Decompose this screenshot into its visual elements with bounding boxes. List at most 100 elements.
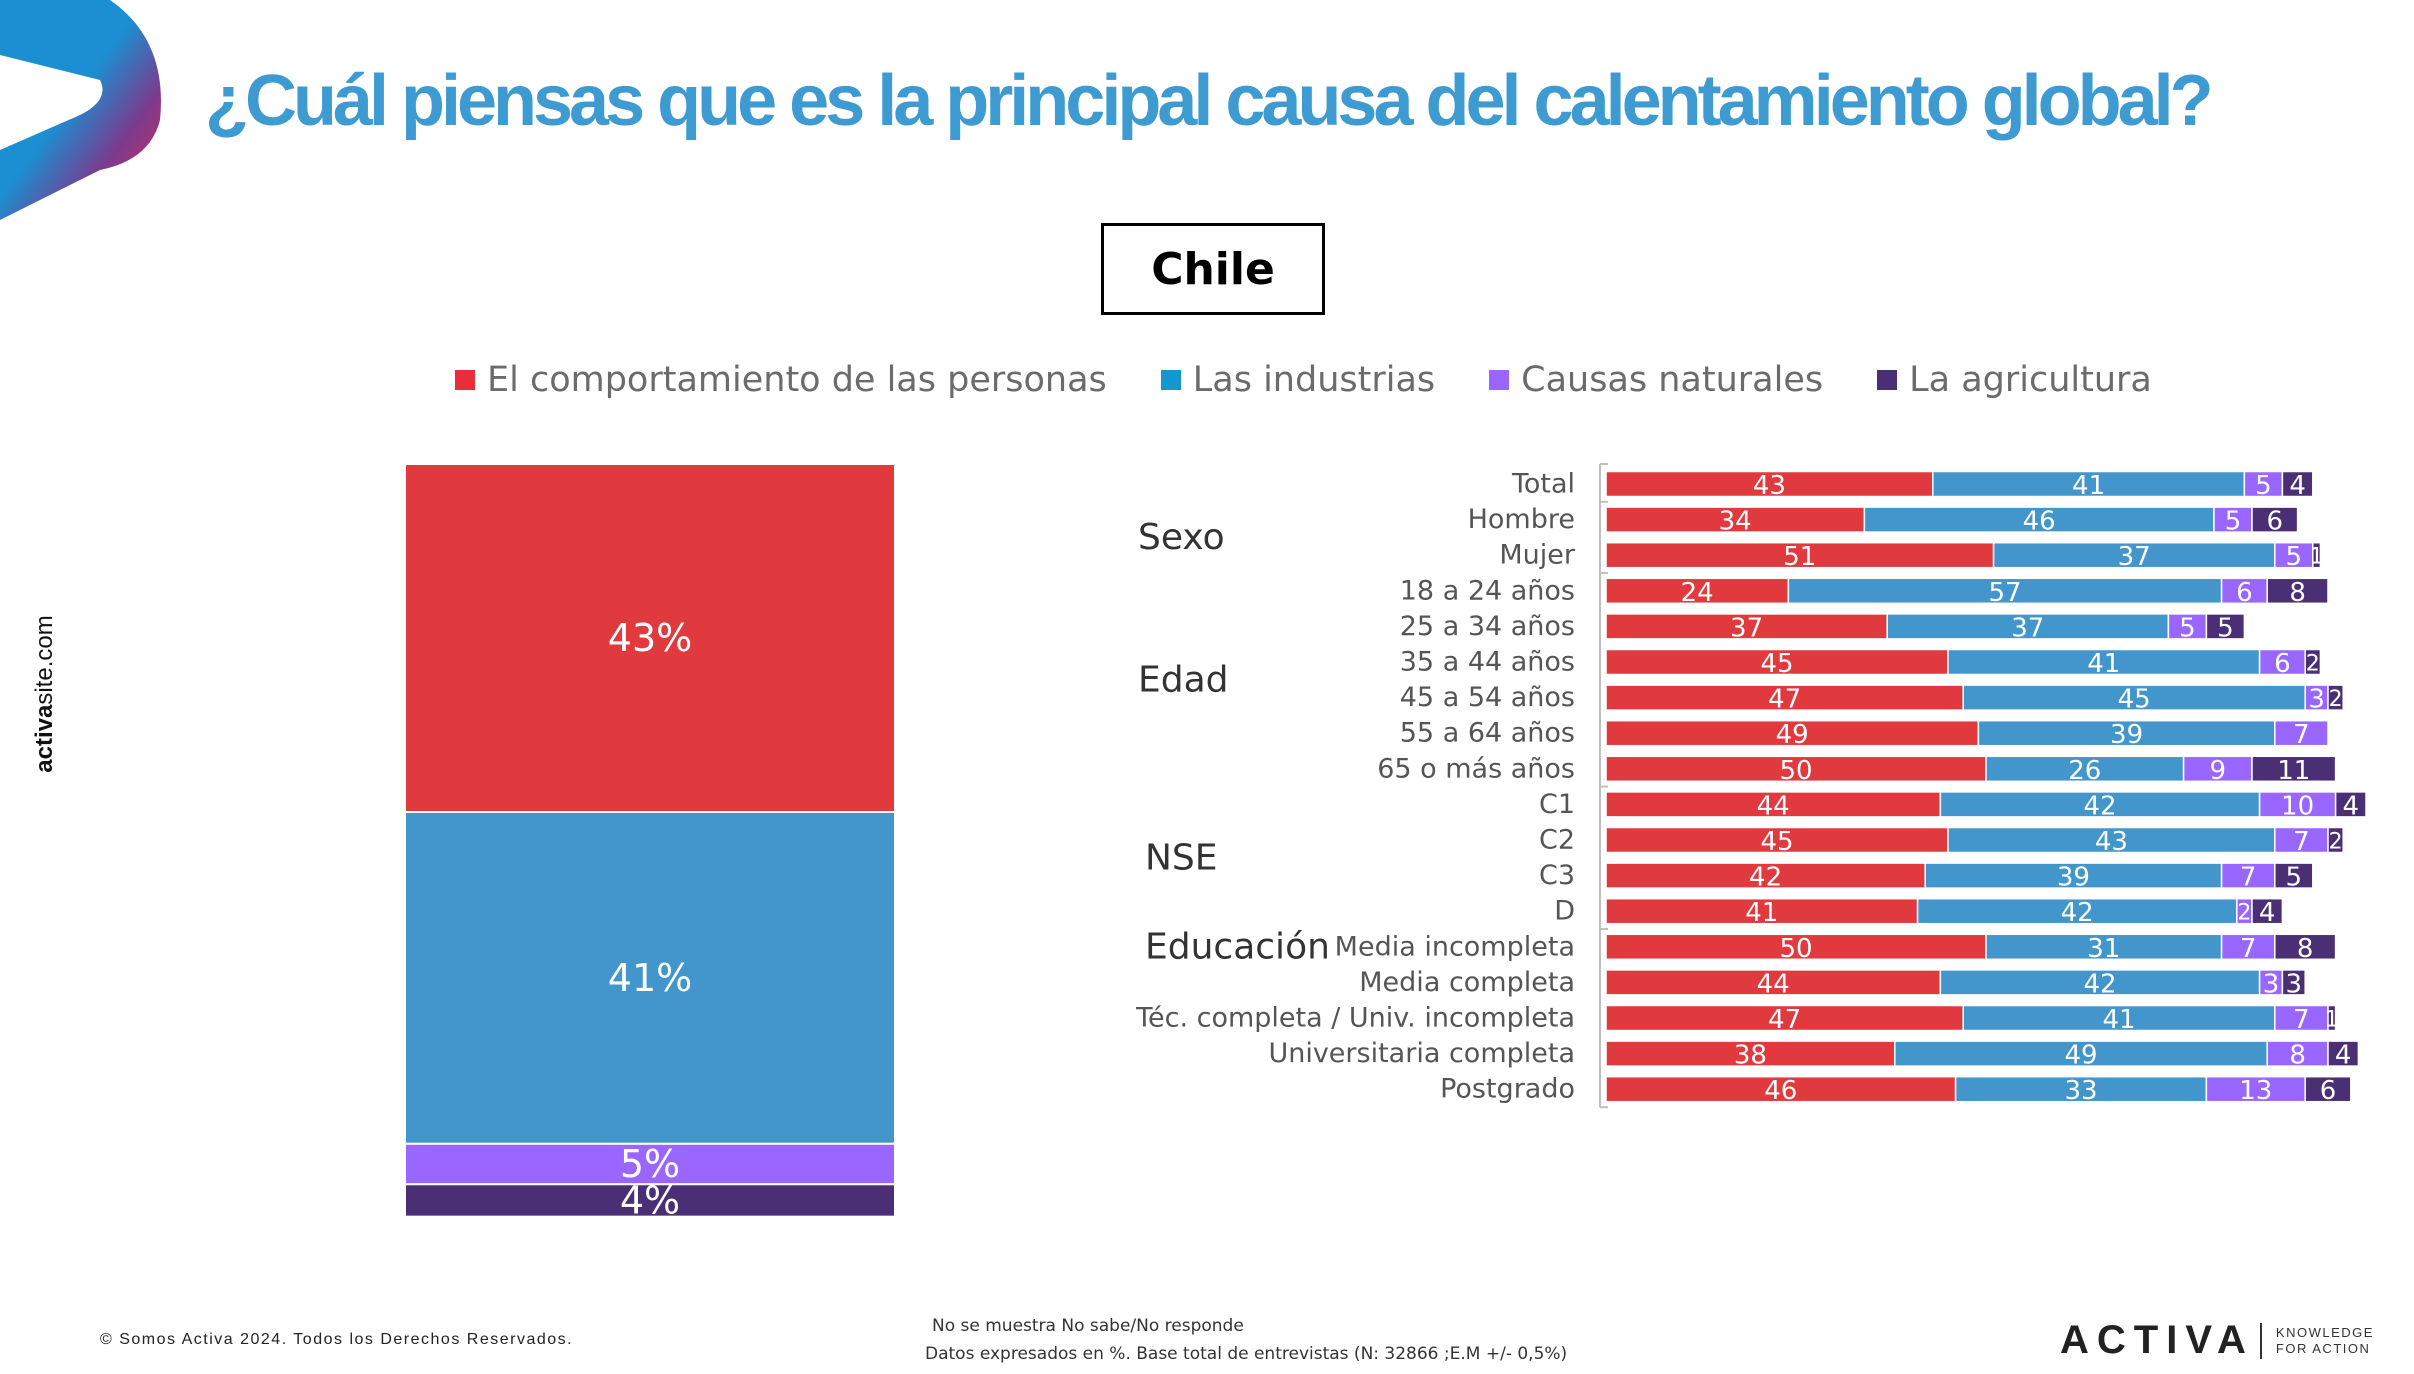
bar-data-label: 5 bbox=[2255, 471, 2272, 501]
row-label: Mujer bbox=[1499, 540, 1576, 571]
legend-item: Causas naturales bbox=[1489, 360, 1823, 400]
bar-data-label: 26 bbox=[2068, 756, 2101, 786]
brand-divider bbox=[2259, 1322, 2262, 1359]
bar-data-label: 8 bbox=[2289, 1041, 2306, 1071]
bar-segment bbox=[2327, 1040, 2360, 1067]
bar-data-label: 50 bbox=[1779, 756, 1812, 786]
bar-data-label: 41 bbox=[2072, 471, 2105, 501]
bar-segment bbox=[2274, 862, 2314, 889]
row-label: 35 a 44 años bbox=[1400, 647, 1575, 678]
bar-segment bbox=[1954, 1075, 2208, 1103]
row-label: Media incompleta bbox=[1335, 931, 1575, 962]
bar-segment bbox=[2304, 648, 2322, 676]
bar-segment bbox=[1977, 719, 2276, 747]
bar-data-label: 41 bbox=[1745, 898, 1778, 928]
row-label: C2 bbox=[1539, 825, 1575, 856]
bar-data-label: 5 bbox=[2286, 863, 2303, 893]
bar-data-label: 4 bbox=[2289, 471, 2306, 501]
bar-segment bbox=[2266, 1040, 2329, 1067]
bar-data-label: 11 bbox=[2277, 756, 2310, 786]
bar-data-label: 41 bbox=[2102, 1005, 2135, 1035]
group-label: Sexo bbox=[1138, 517, 1225, 558]
footnote-line-2: Datos expresados en %. Base total de ent… bbox=[925, 1344, 1568, 1364]
bar-segment bbox=[1605, 1004, 1964, 1032]
bar-segment bbox=[2243, 470, 2284, 498]
country-label: Chile bbox=[1101, 223, 1325, 315]
bar-data-label: 9 bbox=[2210, 756, 2227, 786]
footnote-line-1: No se muestra No sabe/No responde bbox=[932, 1316, 1244, 1336]
bar-segment bbox=[2274, 826, 2329, 854]
bar-data-label: 24 bbox=[1681, 578, 1714, 608]
column-data-label: 5% bbox=[620, 1142, 680, 1186]
bar-data-label: 6 bbox=[2267, 507, 2284, 537]
row-label: 55 a 64 años bbox=[1400, 718, 1575, 749]
row-label: 25 a 34 años bbox=[1400, 611, 1575, 642]
bar-data-label: 45 bbox=[1760, 827, 1793, 857]
bar-data-label: 44 bbox=[1757, 969, 1790, 999]
bar-data-label: 42 bbox=[2083, 969, 2116, 999]
bar-segment bbox=[2334, 791, 2367, 818]
bar-data-label: 38 bbox=[1734, 1041, 1767, 1071]
bar-data-label: 43 bbox=[1753, 471, 1786, 501]
bar-data-label: 4 bbox=[2335, 1041, 2352, 1071]
bar-segment bbox=[2182, 755, 2253, 783]
bar-data-label: 49 bbox=[2064, 1041, 2097, 1071]
bar-data-label: 3 bbox=[2308, 685, 2325, 715]
bar-segment bbox=[1605, 1075, 1957, 1103]
bar-segment bbox=[1932, 470, 2246, 498]
bar-data-label: 37 bbox=[2118, 542, 2151, 572]
legend-swatch bbox=[1489, 370, 1510, 390]
bar-data-label: 5 bbox=[2286, 542, 2303, 572]
bar-data-label: 2 bbox=[2306, 652, 2320, 677]
bar-segment bbox=[1939, 791, 2261, 818]
bar-segment bbox=[2327, 826, 2344, 854]
bar-data-label: 31 bbox=[2087, 934, 2120, 964]
activa-logo-mark bbox=[0, 0, 161, 220]
bar-segment bbox=[2220, 862, 2276, 889]
bar-segment bbox=[2251, 755, 2337, 783]
bar-data-label: 49 bbox=[1776, 720, 1809, 750]
bar-data-label: 37 bbox=[2011, 613, 2044, 643]
column-segment bbox=[404, 811, 896, 1145]
column-segment bbox=[404, 463, 896, 813]
row-label: Hombre bbox=[1468, 504, 1575, 535]
bar-data-label: 46 bbox=[1764, 1076, 1797, 1106]
bar-data-label: 42 bbox=[1749, 863, 1782, 893]
bar-segment bbox=[2251, 506, 2299, 533]
footnote: No se muestra No sabe/No responde Datos … bbox=[925, 1312, 1567, 1368]
row-label: 45 a 54 años bbox=[1400, 682, 1575, 713]
copyright-text: © Somos Activa 2024. Todos los Derechos … bbox=[100, 1331, 574, 1348]
bar-data-label: 1 bbox=[2310, 545, 2324, 570]
legend-label: La agricultura bbox=[1909, 360, 2152, 400]
bar-data-label: 7 bbox=[2293, 1005, 2310, 1035]
bar-segment bbox=[1894, 1040, 2268, 1067]
bar-data-label: 7 bbox=[2293, 827, 2310, 857]
bar-segment bbox=[1916, 897, 2238, 925]
bar-segment bbox=[2205, 613, 2246, 640]
bar-segment bbox=[1605, 755, 1987, 783]
bar-data-label: 57 bbox=[1988, 578, 2021, 608]
bar-data-label: 2 bbox=[2237, 901, 2251, 926]
bar-data-label: 34 bbox=[1719, 507, 1752, 537]
bar-segment bbox=[2274, 719, 2329, 747]
column-data-label: 4% bbox=[620, 1178, 680, 1222]
legend-item: El comportamiento de las personas bbox=[455, 360, 1107, 400]
bar-segment bbox=[1605, 684, 1964, 711]
bar-data-label: 47 bbox=[1768, 685, 1801, 715]
bar-data-label: 6 bbox=[2274, 649, 2291, 679]
bar-segment bbox=[2312, 541, 2322, 569]
bar-segment bbox=[2251, 897, 2284, 925]
legend-item: La agricultura bbox=[1877, 360, 2152, 400]
bar-segment bbox=[2281, 470, 2314, 498]
bar-segment bbox=[1947, 826, 2276, 854]
bar-segment bbox=[2274, 1004, 2329, 1032]
bar-data-label: 1 bbox=[2325, 1008, 2339, 1033]
bar-segment bbox=[2274, 933, 2337, 961]
bar-segment bbox=[2274, 541, 2314, 569]
bar-data-label: 50 bbox=[1779, 934, 1812, 964]
bar-segment bbox=[1605, 577, 1790, 605]
bar-data-label: 5 bbox=[2179, 613, 2196, 643]
bar-data-label: 41 bbox=[2087, 649, 2120, 679]
bar-segment bbox=[1605, 613, 1888, 640]
